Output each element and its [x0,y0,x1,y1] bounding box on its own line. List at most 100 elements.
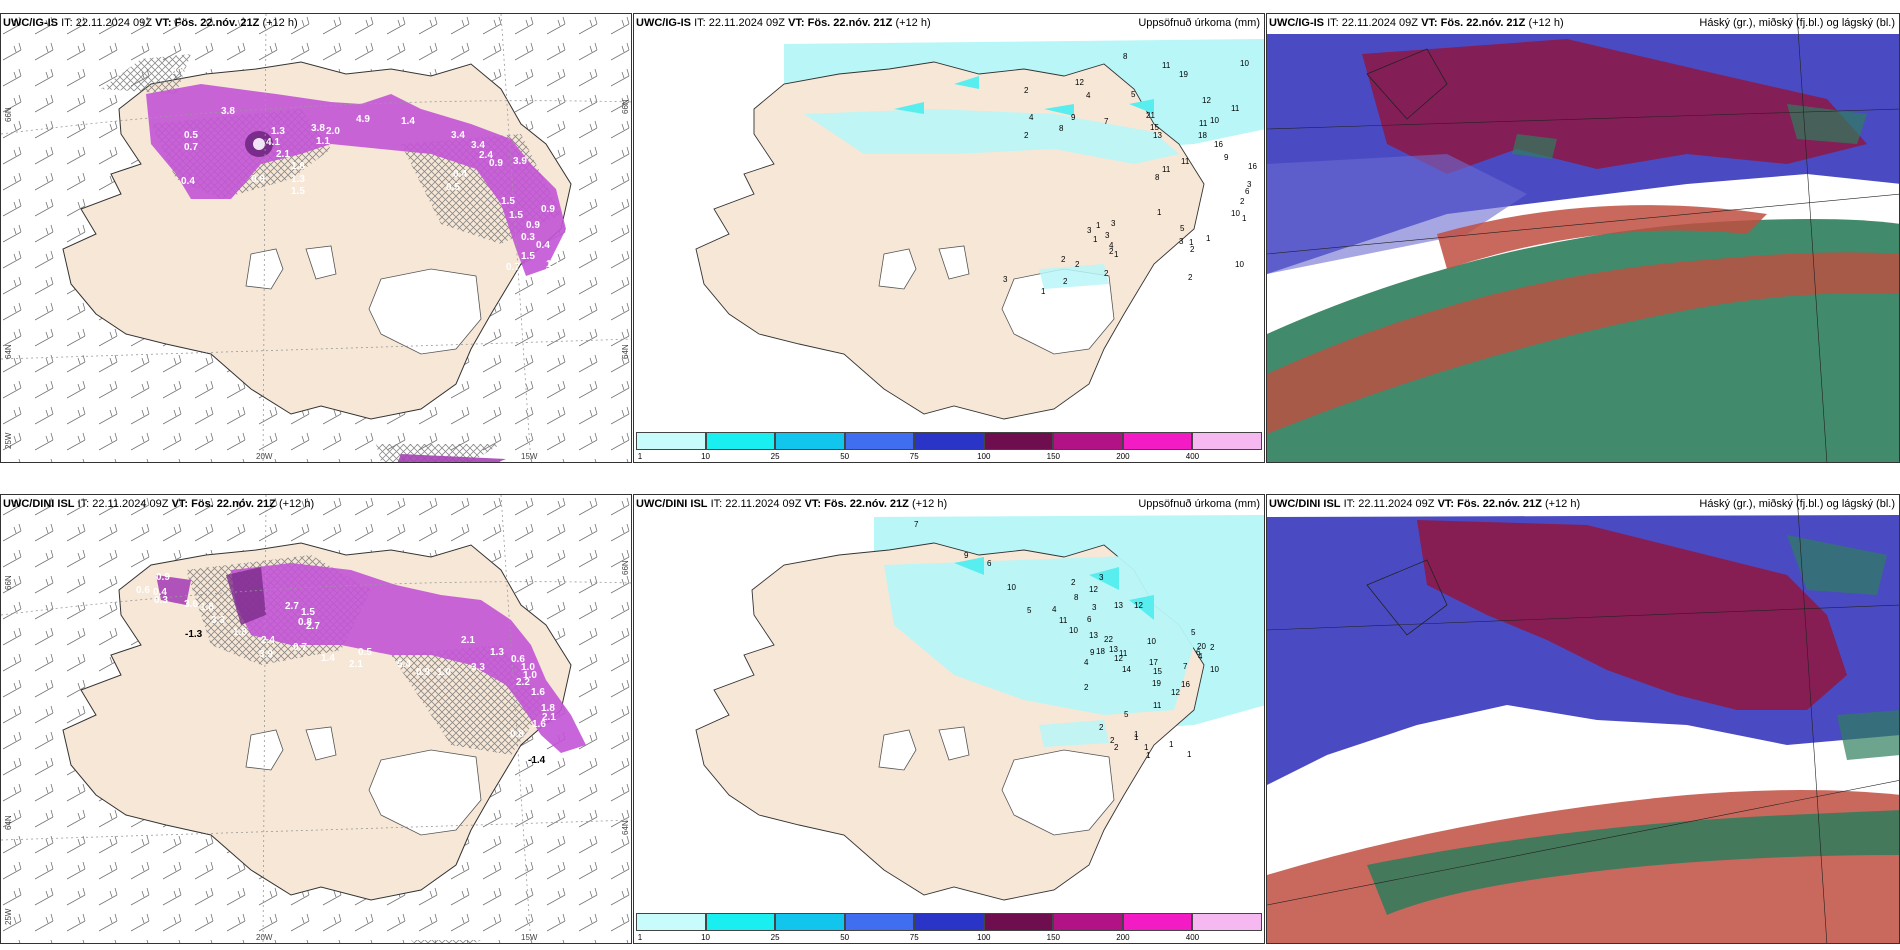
precip-value: 2 [1024,131,1029,140]
precip-value: 0.9 [526,220,540,231]
precip-value: 10 [1235,260,1244,269]
colorbar: 1 10 25 50 75 100 150 200 400 [634,432,1264,462]
precip-value: 1.0 [437,667,451,678]
precip-value: 8 [1155,173,1160,182]
precip-value: 12 [1134,601,1143,610]
colorbar-tick-label: 1 [637,452,643,461]
precip-value: 16 [1181,680,1190,689]
precip-value: 22 [1104,635,1113,644]
colorbar-tick-label: 50 [840,452,850,461]
precip-value: 9 [1071,113,1076,122]
precip-value: 21 [1146,111,1155,120]
precip-value: 0.9 [489,158,503,169]
precip-value: 11 [1199,119,1208,128]
precip-value: 0.4 [181,176,195,187]
precip-value: 2 [1114,743,1119,752]
lat-label: 66N [4,575,13,590]
colorbar-swatch [1192,432,1262,450]
precip-value: 0.9 [251,174,265,185]
precip-value: 19 [1179,70,1188,79]
map-canvas: 0.90.30.6 0.43.6 1.83.31.82.43.90.82.71.52… [1,495,631,943]
precip-value: 1 [1242,214,1247,223]
precip-value: 2 [1210,643,1215,652]
colorbar: 1 10 25 50 75 100 150 200 400 [634,913,1264,943]
panel-title: UWC/DINI ISL IT: 22.11.2024 09Z VT: Fös.… [3,498,315,510]
precip-value: 2 [1109,247,1114,256]
precip-value: 10 [1240,59,1249,68]
precip-value: 1.8 [200,602,214,613]
precip-value: 18 [1198,131,1207,140]
colorbar-swatch [1122,913,1193,931]
precip-value: 10 [1231,209,1240,218]
precip-value: 0.7 [506,262,520,273]
precip-value: 3 [1099,573,1104,582]
colorbar-tick-label: 200 [1116,452,1130,461]
precip-value: 14 [1122,665,1131,674]
precip-value: 11 [1119,649,1128,658]
precip-value: 1 [1169,740,1174,749]
precip-value: 10 [1007,583,1016,592]
precip-value: 1.0 [521,662,535,673]
precip-value: 0.4 [453,169,467,180]
precip-value: 11 [1181,157,1190,166]
precip-value: 16 [1214,140,1223,149]
precip-value: 3 [1003,275,1008,284]
precip-value: 0.7 [293,642,307,653]
precip-value: 0.6 [511,654,525,665]
colorbar-swatch [1053,432,1123,450]
colorbar-tick-label: 1 [637,933,643,942]
precip-value: 1.8 [541,703,555,714]
precip-value: 2.2 [516,677,530,688]
precip-value: 2.4 [261,635,275,646]
lon-label: 15W [521,933,538,942]
precip-value: 1 [1134,730,1139,739]
colorbar-swatch [983,432,1054,450]
colorbar-swatch [636,913,706,931]
precip-value: 1.6 [531,687,545,698]
panel-title: UWC/DINI ISL IT: 22.11.2024 09Z VT: Fös.… [636,498,948,510]
precip-value: 1 [1093,235,1098,244]
colorbar-tick-label: 50 [840,933,850,942]
precip-value: 11 [1162,165,1171,174]
precip-value: 2 [1099,723,1104,732]
precip-value: 2.7 [285,601,299,612]
precip-value: -1.4 [528,755,546,766]
precip-value: 13 [1114,601,1123,610]
colorbar-swatch [705,913,776,931]
precip-value: 0.5 [358,647,372,658]
precip-value: 2 [1063,277,1068,286]
precip-value: 0.3 [154,595,168,606]
precip-value: 5.4 [397,659,411,670]
precip-value-labels: 0.73.80.50.71.34.12.11.81.31.50.93.81.12… [171,66,560,280]
precip-value: 4 [1086,91,1091,100]
precip-value: 1 [1144,743,1149,752]
precip-value: 1.5 [291,186,305,197]
precip-value: 1 [1114,250,1119,259]
colorbar-tick-label: 400 [1185,933,1200,942]
precip-value: 1.8 [291,161,305,172]
precip-value: 19 [1152,679,1161,688]
precip-value: 0.6 [136,585,150,596]
precip-value: 13 [1109,645,1118,654]
colorbar-swatch [1053,913,1123,931]
precip-value: 2 [1110,736,1115,745]
precip-value: 4.9 [356,114,370,125]
panel-clouds-dini: UWC/DINI ISL IT: 22.11.2024 09Z VT: Fös.… [1266,494,1900,944]
precip-value: 3.9 [259,649,273,660]
panel-wind-precip-igis: UWC/IG-IS IT: 22.11.2024 09Z VT: Fös. 22… [0,13,632,463]
precip-value: 2 [1084,683,1089,692]
precip-value: 10 [1210,116,1219,125]
precip-value: 8 [1059,124,1064,133]
panel-right-title: Uppsöfnuð úrkoma (mm) [1138,17,1260,29]
precip-value: 2.1 [542,712,556,723]
precip-value: 3.4 [471,140,485,151]
colorbar-tick-label: 150 [1046,452,1061,461]
lat-label: 64N [621,820,630,835]
colorbar-tick-label: 75 [909,452,919,461]
precip-value: 4 [1109,241,1114,250]
precip-value: 5 [1027,606,1032,615]
precip-value: 7 [1183,662,1188,671]
precip-value: 2 [1071,578,1076,587]
colorbar-swatch [1192,913,1262,931]
cloud-map-canvas [1267,14,1899,462]
